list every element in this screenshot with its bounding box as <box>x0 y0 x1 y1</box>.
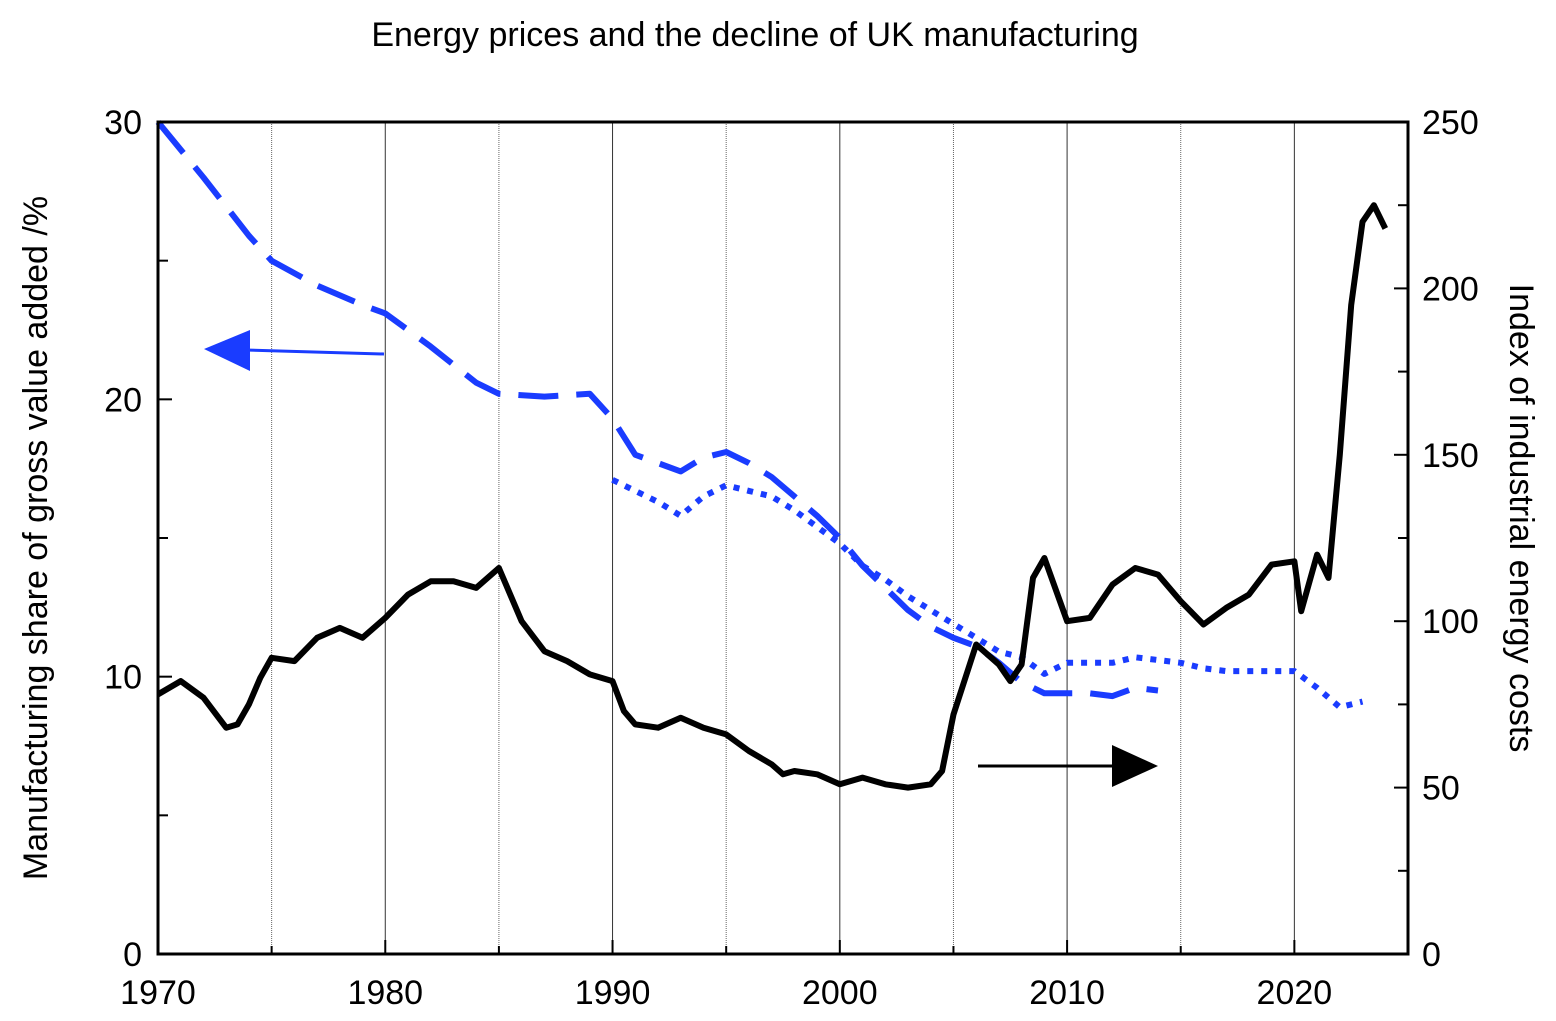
y-left-tick-label-10: 10 <box>104 659 142 697</box>
y-right-tick-label-200: 200 <box>1422 270 1479 308</box>
y-right-tick-label-250: 250 <box>1422 104 1479 142</box>
x-tick-label-1990: 1990 <box>575 974 651 1012</box>
series-lines <box>155 120 1388 791</box>
x-tick-label-2020: 2020 <box>1257 974 1333 1012</box>
x-tick-label-1980: 1980 <box>347 974 423 1012</box>
plot-frame <box>156 120 1410 956</box>
x-tick-label-2010: 2010 <box>1029 974 1105 1012</box>
y-right-tick-label-100: 100 <box>1422 603 1479 641</box>
series-line-0 <box>155 120 1159 700</box>
y-left-tick-labels: 0 10 20 30 <box>104 104 142 974</box>
x-tick-label-2000: 2000 <box>802 974 878 1012</box>
y-left-tick-label-30: 30 <box>104 104 142 142</box>
series-line-1 <box>611 477 1364 711</box>
vertical-gridlines <box>271 122 1295 954</box>
y-right-axis-label: Index of industrial energy costs <box>1502 284 1540 753</box>
left-arrow-head <box>204 330 250 371</box>
y-left-axis-label: Manufacturing share of gross value added… <box>17 196 55 880</box>
chart-title: Energy prices and the decline of UK manu… <box>371 16 1138 54</box>
x-tick-label-1970: 1970 <box>120 974 196 1012</box>
y-right-tick-label-150: 150 <box>1422 437 1479 475</box>
left-arrow-shaft <box>244 348 385 356</box>
right-arrow-head <box>1112 745 1158 787</box>
x-tick-labels: 1970 1980 1990 2000 2010 2020 <box>120 974 1332 1012</box>
y-left-tick-label-0: 0 <box>123 936 142 974</box>
axis-arrows <box>204 330 1158 787</box>
y-right-tick-labels: 0 50 100 150 200 250 <box>1422 104 1479 974</box>
y-left-tick-label-20: 20 <box>104 381 142 419</box>
axis-ticks <box>157 121 1408 955</box>
y-right-tick-label-0: 0 <box>1422 936 1441 974</box>
y-right-tick-label-50: 50 <box>1422 770 1460 808</box>
series-line-2 <box>156 202 1388 791</box>
